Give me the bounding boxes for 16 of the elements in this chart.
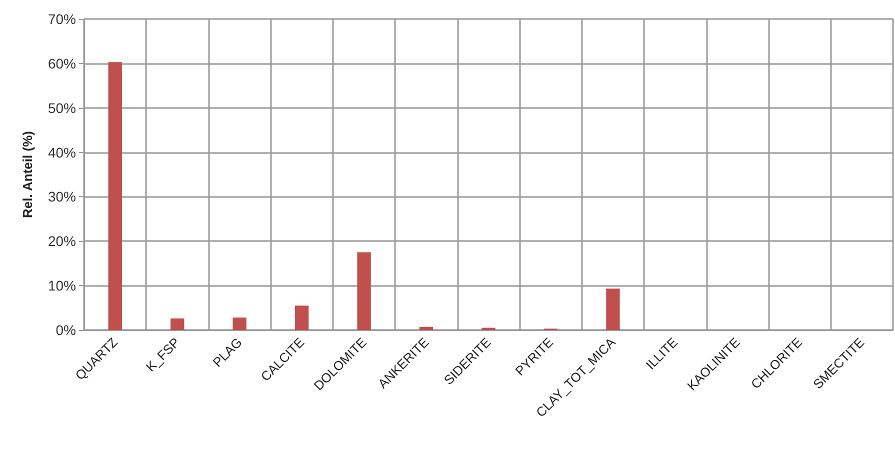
y-tick-label: 0% <box>56 322 76 338</box>
y-tick-label: 10% <box>48 278 76 294</box>
y-tick-label: 60% <box>48 55 76 72</box>
y-tick-label: 30% <box>48 188 76 205</box>
bar <box>108 62 122 330</box>
y-axis-title: Rel. Anteil (%) <box>20 131 35 218</box>
bar <box>357 252 371 330</box>
bar <box>170 318 184 330</box>
bar <box>294 306 309 330</box>
bar <box>232 318 246 330</box>
y-tick-label: 20% <box>48 233 76 250</box>
y-tick-label: 40% <box>48 144 76 160</box>
bar <box>606 288 620 330</box>
bar <box>419 326 434 330</box>
y-tick-label: 50% <box>48 100 76 116</box>
y-tick-label: 70% <box>48 11 76 27</box>
